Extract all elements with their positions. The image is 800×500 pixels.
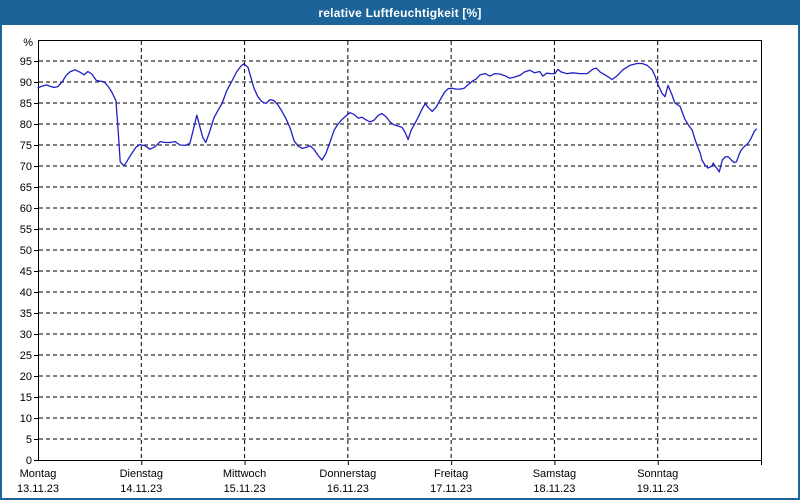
y-tick-label: 5 bbox=[26, 434, 32, 446]
y-tick-label: 35 bbox=[20, 308, 32, 320]
y-tick-label: 80 bbox=[20, 119, 32, 131]
y-tick-label: 50 bbox=[20, 245, 32, 257]
y-tick-label: 30 bbox=[20, 329, 32, 341]
series-line-relative-luftfeuchtigkeit bbox=[37, 62, 757, 173]
y-tick-label: 20 bbox=[20, 371, 32, 383]
series bbox=[37, 62, 757, 173]
y-tick-label: 25 bbox=[20, 350, 32, 362]
y-axis: 0 5 10 15 20 25 30 35 40 45 50 55 60 65 70 75 80 85 90 95% bbox=[20, 37, 38, 467]
y-tick-label: 60 bbox=[20, 203, 32, 215]
y-tick-label: 85 bbox=[20, 98, 32, 110]
y-tick-label: 75 bbox=[20, 140, 32, 152]
gridlines bbox=[39, 41, 760, 459]
y-tick-label: 40 bbox=[20, 287, 32, 299]
y-tick-label: 15 bbox=[20, 392, 32, 404]
window-title: relative Luftfeuchtigkeit [%] bbox=[318, 5, 482, 20]
x-date-label: 16.11.23 bbox=[327, 483, 369, 495]
x-date-label: 17.11.23 bbox=[430, 483, 472, 495]
y-tick-label: 90 bbox=[20, 77, 32, 89]
x-day-label: Dienstag bbox=[120, 468, 163, 480]
plot-frame bbox=[38, 40, 762, 461]
y-tick-label: 95 bbox=[20, 56, 32, 68]
x-date-label: 14.11.23 bbox=[120, 483, 162, 495]
window-title-bar[interactable]: relative Luftfeuchtigkeit [%] bbox=[0, 0, 800, 25]
x-day-label: Montag bbox=[20, 468, 57, 480]
x-axis: Montag 13.11.23 Dienstag 14.11.23 Mittwoch 15… bbox=[17, 461, 762, 495]
x-date-label: 19.11.23 bbox=[637, 483, 679, 495]
x-day-label: Freitag bbox=[434, 468, 468, 480]
y-tick-label: 10 bbox=[20, 413, 32, 425]
y-tick-label: 45 bbox=[20, 266, 32, 278]
x-day-label: Samstag bbox=[533, 468, 576, 480]
x-date-label: 18.11.23 bbox=[533, 483, 575, 495]
x-day-label: Sonntag bbox=[637, 468, 678, 480]
y-tick-label: 65 bbox=[20, 182, 32, 194]
y-tick-label: 70 bbox=[20, 161, 32, 173]
y-axis-unit-label: % bbox=[23, 37, 33, 49]
y-tick-label: 0 bbox=[26, 455, 32, 467]
x-date-label: 13.11.23 bbox=[17, 483, 59, 495]
y-tick-label: 55 bbox=[20, 224, 32, 236]
x-date-label: 15.11.23 bbox=[224, 483, 266, 495]
x-day-label: Donnerstag bbox=[319, 468, 376, 480]
x-day-label: Mittwoch bbox=[223, 468, 266, 480]
